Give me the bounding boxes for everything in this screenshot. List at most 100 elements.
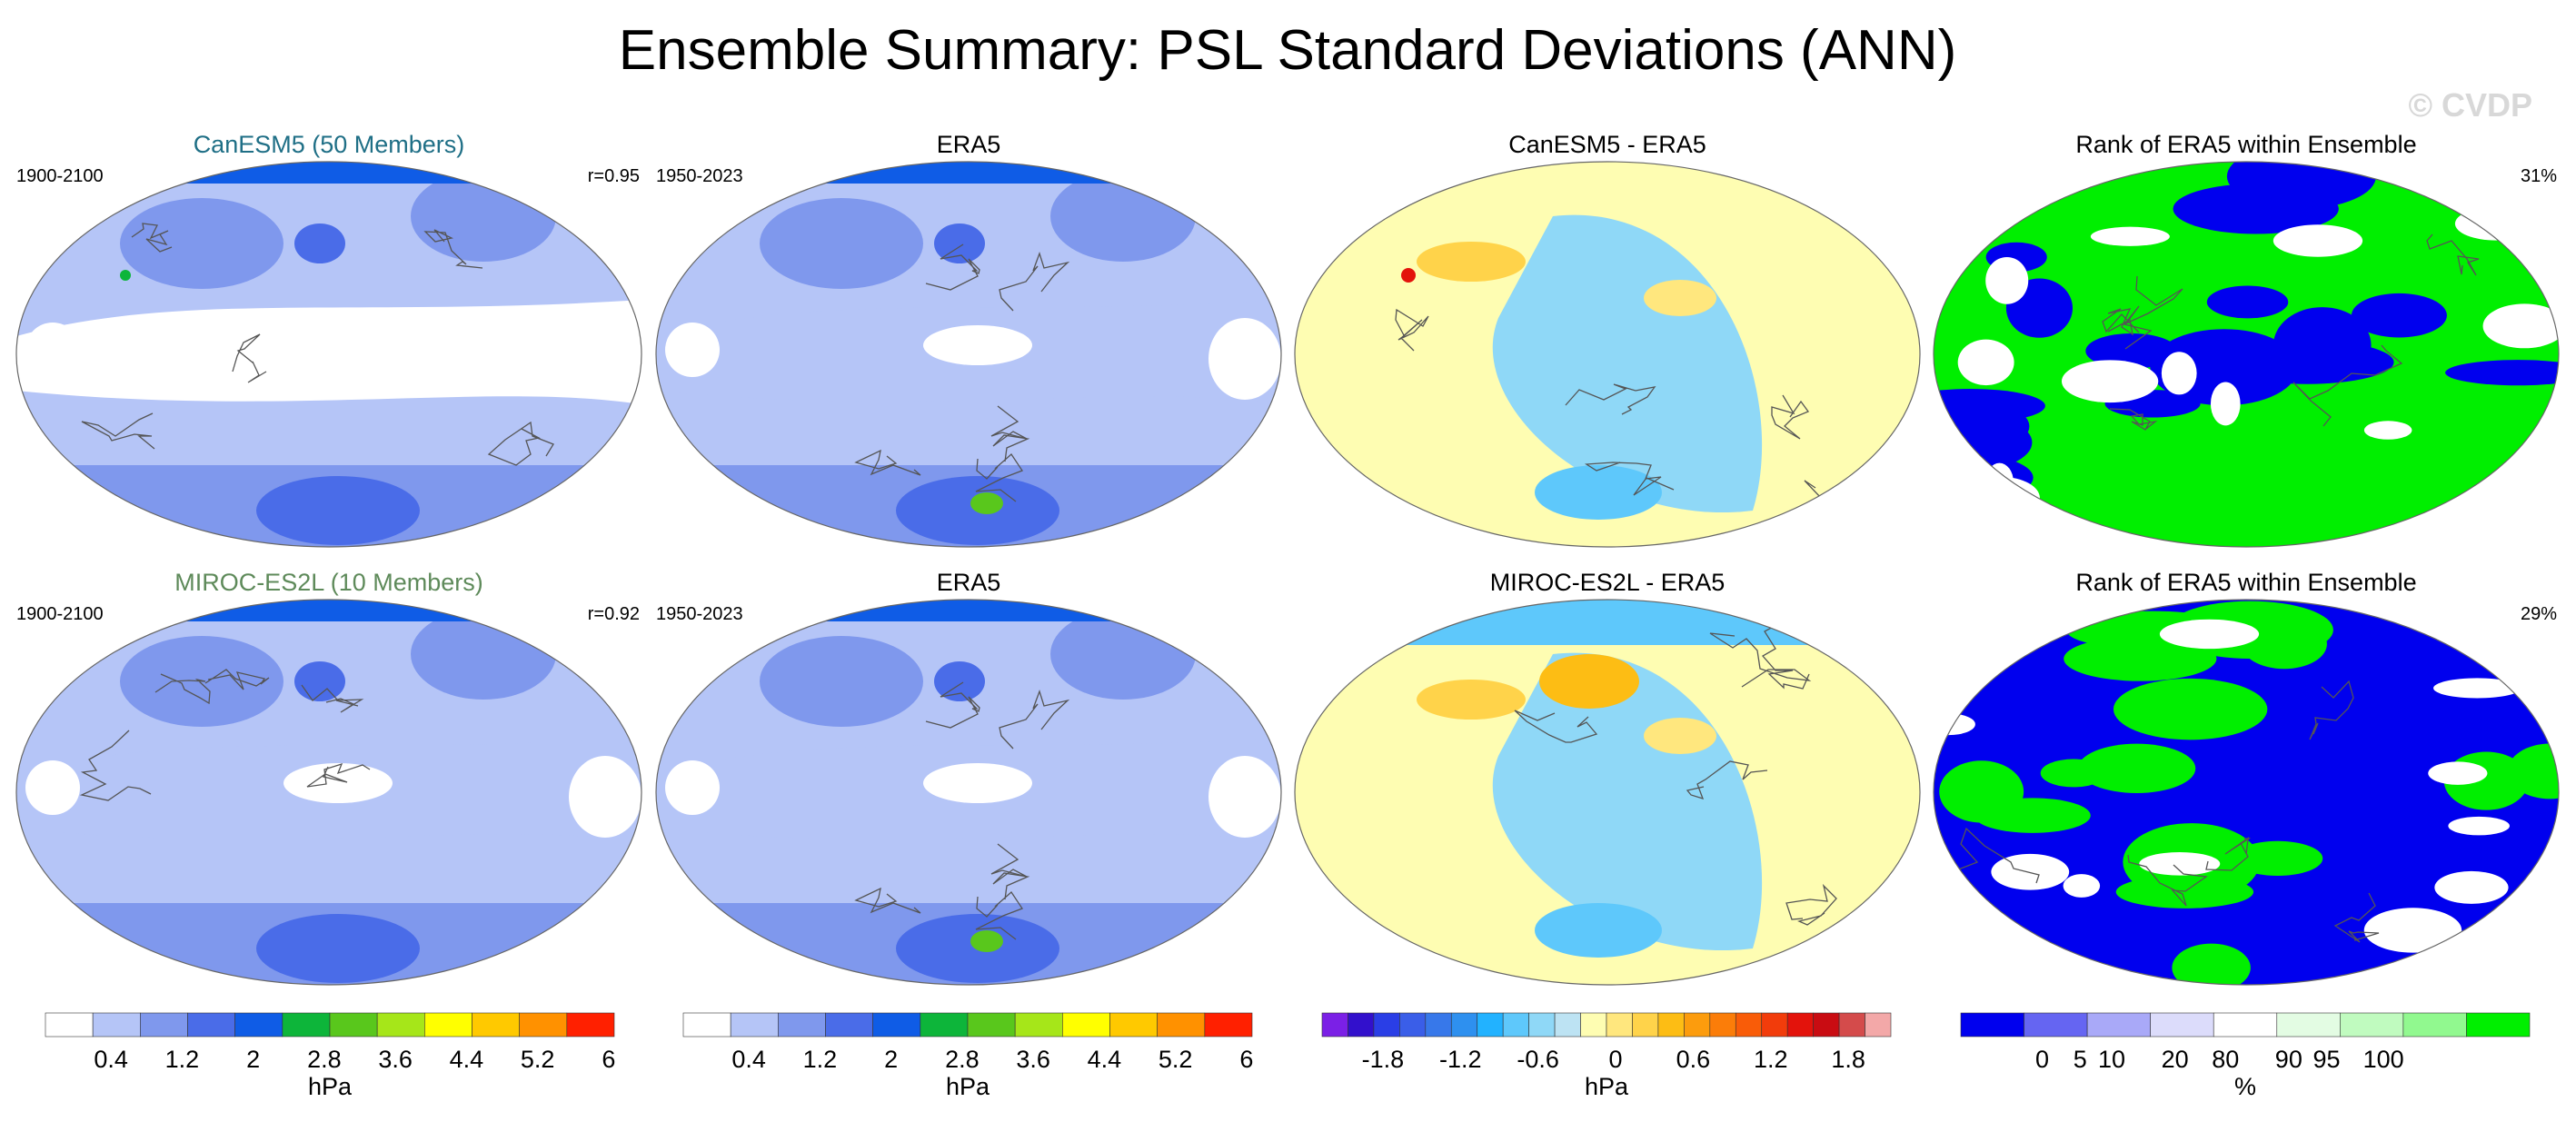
colorbar-tick-label: 0.6 xyxy=(1676,1046,1711,1073)
panel-title: ERA5 xyxy=(937,569,1001,596)
colorbar-tick-label: 5.2 xyxy=(521,1046,555,1073)
colorbar-swatch xyxy=(2086,1012,2151,1038)
colorbar-swatch xyxy=(1813,1012,1840,1038)
colorbar-swatch xyxy=(1348,1012,1375,1038)
colorbar-swatch xyxy=(1502,1012,1529,1038)
map-field xyxy=(1934,162,2559,547)
colorbar-tick-label: 95 xyxy=(2313,1046,2341,1073)
colorbar-tick-label: 1.8 xyxy=(1831,1046,1865,1073)
colorbar-tick-label: 3.6 xyxy=(1016,1046,1050,1073)
map-field xyxy=(1295,600,1920,985)
colorbar-swatch xyxy=(2276,1012,2341,1038)
colorbar-swatch xyxy=(682,1012,731,1038)
colorbar-swatch xyxy=(1014,1012,1063,1038)
colorbar-swatch xyxy=(1554,1012,1581,1038)
colorbar-swatch xyxy=(519,1012,568,1038)
colorbar-tick-label: 1.2 xyxy=(803,1046,838,1073)
panel-grid: CanESM5 (50 Members) 1900-2100 r=0.95 ERA5 1… xyxy=(15,131,2560,986)
colorbar-swatch xyxy=(1684,1012,1711,1038)
map-panel: Rank of ERA5 within Ensemble 29% xyxy=(1933,569,2560,986)
colorbar-swatch xyxy=(920,1012,969,1038)
period-label: 1950-2023 xyxy=(656,166,743,186)
panel-title: MIROC-ES2L - ERA5 xyxy=(1490,569,1726,596)
colorbar-swatch xyxy=(2340,1012,2404,1038)
colorbar-swatch xyxy=(376,1012,425,1038)
colorbar-tick-label: -1.2 xyxy=(1439,1046,1482,1073)
colorbar-tick-label: 2.8 xyxy=(307,1046,342,1073)
colorbar-row: 0.4 1.2 2 2.8 3.6 4.4 5.2 6 hPa 0.4 1.2 2 2.8 3.6 4.4 5… xyxy=(45,1012,2531,1100)
colorbar-swatch xyxy=(2402,1012,2467,1038)
colorbar-tick-label: 2.8 xyxy=(945,1046,980,1073)
colorbar-tick-label: 4.4 xyxy=(450,1046,484,1073)
colorbar-swatch xyxy=(1425,1012,1452,1038)
colorbar-tick-label: 4.4 xyxy=(1088,1046,1122,1073)
map-panel: CanESM5 - ERA5 xyxy=(1294,131,1921,548)
colorbar-swatch xyxy=(872,1012,921,1038)
colorbar: 0.4 1.2 2 2.8 3.6 4.4 5.2 6 hPa xyxy=(45,1012,615,1100)
colorbar-swatch xyxy=(967,1012,1016,1038)
map-field xyxy=(656,600,1281,985)
colorbar-swatch xyxy=(1109,1012,1158,1038)
colorbar-tick-label: 90 xyxy=(2275,1046,2302,1073)
stat-label: 31% xyxy=(2521,166,2557,186)
colorbar-unit: hPa xyxy=(1585,1073,1629,1100)
colorbar-unit: hPa xyxy=(946,1073,990,1100)
colorbar-swatch xyxy=(825,1012,873,1038)
colorbar-swatch xyxy=(1399,1012,1427,1038)
map-panel: MIROC-ES2L - ERA5 xyxy=(1294,569,1921,986)
colorbar-swatch xyxy=(1450,1012,1478,1038)
colorbar-tick-label: 6 xyxy=(602,1046,615,1073)
map-panel: Rank of ERA5 within Ensemble 31% xyxy=(1933,131,2560,548)
colorbar: 0 5 10 20 80 90 95 100% xyxy=(1960,1012,2531,1100)
period-label: 1900-2100 xyxy=(16,166,104,186)
colorbar-swatch xyxy=(566,1012,615,1038)
colorbar-swatch xyxy=(1657,1012,1685,1038)
map-outline xyxy=(15,599,642,986)
colorbar-tick-label: 2 xyxy=(246,1046,260,1073)
colorbar-swatch xyxy=(1204,1012,1253,1038)
colorbar-swatch xyxy=(282,1012,331,1038)
map-field xyxy=(1934,600,2559,985)
colorbar-tick-label: 100 xyxy=(2363,1046,2404,1073)
colorbar-swatch xyxy=(730,1012,779,1038)
map-field xyxy=(16,600,642,985)
colorbar-swatch xyxy=(45,1012,94,1038)
colorbar: 0.4 1.2 2 2.8 3.6 4.4 5.2 6 hPa xyxy=(682,1012,1253,1100)
colorbar-tick-label: 3.6 xyxy=(378,1046,413,1073)
colorbar-unit: hPa xyxy=(308,1073,353,1100)
colorbar-swatch xyxy=(1761,1012,1788,1038)
map-panel: ERA5 1950-2023 xyxy=(655,569,1282,986)
colorbar-tick-label: 0 xyxy=(2035,1046,2049,1073)
panel-title: Rank of ERA5 within Ensemble xyxy=(2075,131,2416,158)
colorbar-tick-label: 0 xyxy=(1608,1046,1622,1073)
colorbar-swatch xyxy=(140,1012,188,1038)
colorbar-swatch xyxy=(2466,1012,2531,1038)
colorbar-tick-label: -0.6 xyxy=(1517,1046,1559,1073)
colorbar-tick-label: 1.2 xyxy=(165,1046,200,1073)
colorbar-tick-label: 6 xyxy=(1239,1046,1253,1073)
map-outline xyxy=(1933,599,2560,986)
watermark: © CVDP xyxy=(2408,86,2532,124)
panel-title: CanESM5 - ERA5 xyxy=(1508,131,1706,158)
colorbar-swatch xyxy=(1062,1012,1110,1038)
colorbar-tick-label: 1.2 xyxy=(1754,1046,1788,1073)
colorbar-swatch xyxy=(1632,1012,1659,1038)
colorbar-swatch xyxy=(1865,1012,1892,1038)
panel-title: ERA5 xyxy=(937,131,1001,158)
stat-label: 29% xyxy=(2521,604,2557,624)
colorbar-tick-label: 5 xyxy=(2074,1046,2087,1073)
panel-title: Rank of ERA5 within Ensemble xyxy=(2075,569,2416,596)
colorbar-tick-label: 80 xyxy=(2212,1046,2239,1073)
colorbar-swatch xyxy=(1580,1012,1607,1038)
colorbar-swatch xyxy=(1838,1012,1865,1038)
colorbar-swatch xyxy=(424,1012,472,1038)
period-label: 1950-2023 xyxy=(656,604,743,624)
figure-title: Ensemble Summary: PSL Standard Deviation… xyxy=(619,19,1957,82)
colorbar-swatch xyxy=(1735,1012,1763,1038)
map-outline xyxy=(1294,161,1921,548)
map-field xyxy=(1295,162,1920,547)
colorbar-swatch xyxy=(1477,1012,1504,1038)
colorbar-swatch xyxy=(2024,1012,2088,1038)
colorbar-tick-label: 20 xyxy=(2162,1046,2189,1073)
